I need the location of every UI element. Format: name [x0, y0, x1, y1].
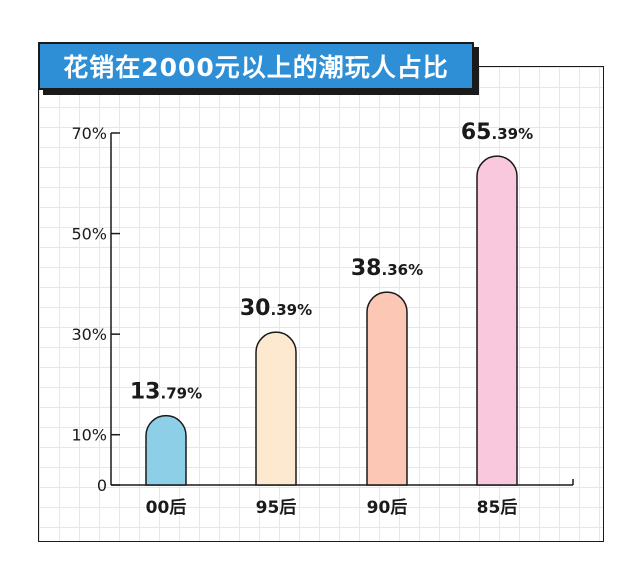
x-category-label: 90后 [367, 498, 408, 518]
value-decimal: .39% [492, 125, 534, 143]
value-decimal: .79% [161, 385, 203, 403]
bar-1 [255, 331, 297, 486]
chart-title: 花销在2000元以上的潮玩人占比 [63, 53, 449, 82]
x-category-label: 85后 [477, 498, 518, 518]
y-tick-label: 0 [97, 476, 107, 495]
y-tick-label: 70% [71, 124, 107, 143]
bar-3 [476, 155, 518, 486]
bar-value-label: 13.79% [130, 380, 202, 405]
bar-value-label: 65.39% [461, 120, 533, 145]
bar-value-label: 38.36% [351, 256, 423, 281]
chart-title-box: 花销在2000元以上的潮玩人占比 [38, 42, 474, 90]
value-integer: 65 [461, 120, 492, 145]
value-integer: 38 [351, 256, 382, 281]
y-tick-label: 50% [71, 225, 107, 244]
x-category-label: 95后 [256, 498, 297, 518]
value-integer: 13 [130, 380, 161, 405]
bar-value-label: 30.39% [240, 296, 312, 321]
y-tick-label: 30% [71, 325, 107, 344]
value-decimal: .36% [382, 261, 424, 279]
y-tick-label: 10% [71, 426, 107, 445]
bar-0 [145, 414, 187, 486]
value-decimal: .39% [271, 301, 313, 319]
x-category-label: 00后 [146, 498, 187, 518]
bar-2 [366, 291, 408, 486]
value-integer: 30 [240, 296, 271, 321]
